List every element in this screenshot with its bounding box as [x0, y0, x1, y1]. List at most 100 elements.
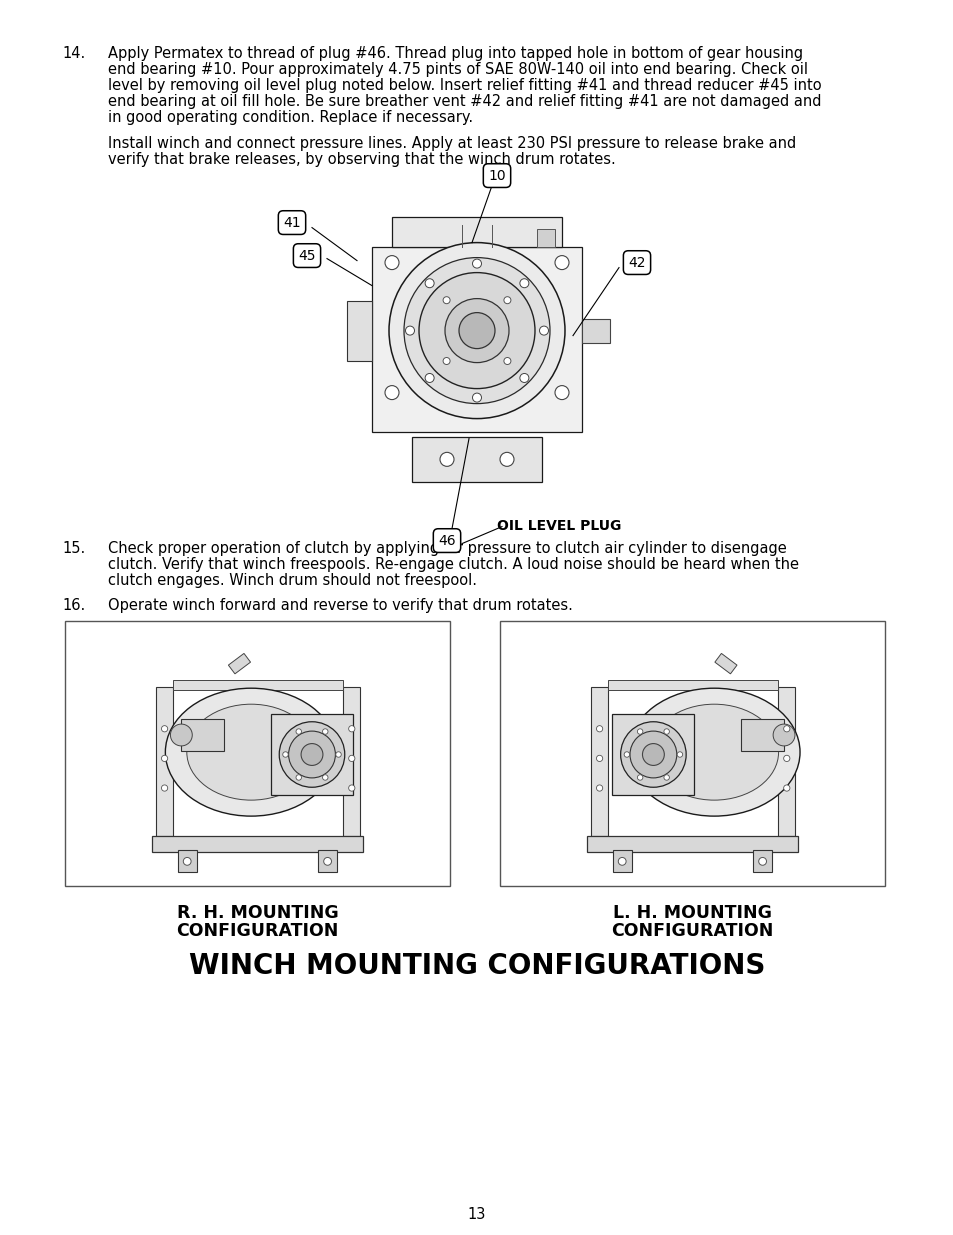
Bar	[152, 836, 362, 852]
Bar	[181, 719, 224, 751]
Circle shape	[772, 724, 794, 746]
Text: verify that brake releases, by observing that the winch drum rotates.: verify that brake releases, by observing…	[108, 152, 615, 167]
Circle shape	[323, 857, 331, 866]
Circle shape	[620, 721, 685, 787]
Text: OIL LEVEL PLUG: OIL LEVEL PLUG	[497, 519, 620, 532]
Circle shape	[472, 259, 481, 268]
Circle shape	[499, 452, 514, 467]
Text: end bearing #10. Pour approximately 4.75 pints of SAE 80W-140 oil into end beari: end bearing #10. Pour approximately 4.75…	[108, 62, 807, 77]
Bar	[753, 851, 771, 872]
Bar	[318, 851, 336, 872]
Ellipse shape	[649, 704, 778, 800]
Text: Install winch and connect pressure lines. Apply at least 230 PSI pressure to rel: Install winch and connect pressure lines…	[108, 136, 796, 151]
Text: Apply Permatex to thread of plug #46. Thread plug into tapped hole in bottom of : Apply Permatex to thread of plug #46. Th…	[108, 46, 802, 61]
Circle shape	[322, 729, 328, 735]
Circle shape	[539, 326, 548, 335]
Circle shape	[596, 785, 602, 792]
Circle shape	[663, 729, 669, 735]
Circle shape	[418, 273, 535, 389]
Circle shape	[282, 752, 288, 757]
Circle shape	[618, 857, 625, 866]
Text: CONFIGURATION: CONFIGURATION	[611, 921, 773, 940]
Bar	[537, 230, 555, 247]
Bar	[347, 300, 372, 361]
Bar	[586, 836, 797, 852]
Text: in good operating condition. Replace if necessary.: in good operating condition. Replace if …	[108, 110, 473, 125]
Circle shape	[641, 743, 663, 766]
Bar	[607, 680, 778, 690]
Circle shape	[629, 731, 676, 778]
Bar	[173, 680, 343, 690]
Circle shape	[385, 256, 398, 269]
Text: 13: 13	[467, 1207, 486, 1221]
Circle shape	[503, 296, 511, 304]
Bar	[392, 217, 561, 247]
Bar	[612, 851, 631, 872]
Text: 16.: 16.	[62, 598, 85, 614]
Circle shape	[458, 312, 495, 348]
Bar	[412, 437, 541, 483]
Ellipse shape	[165, 688, 336, 816]
FancyArrow shape	[228, 653, 251, 674]
Bar	[590, 687, 607, 836]
Circle shape	[555, 385, 568, 400]
Bar	[499, 621, 884, 885]
Text: clutch engages. Winch drum should not freespool.: clutch engages. Winch drum should not fr…	[108, 573, 477, 588]
Circle shape	[335, 752, 341, 757]
Circle shape	[677, 752, 682, 757]
Bar	[612, 714, 694, 795]
Circle shape	[442, 357, 450, 364]
Circle shape	[596, 726, 602, 732]
Circle shape	[663, 774, 669, 781]
Bar	[177, 851, 196, 872]
Bar	[156, 687, 173, 836]
Circle shape	[503, 357, 511, 364]
Circle shape	[385, 385, 398, 400]
Text: 42: 42	[628, 256, 645, 269]
Ellipse shape	[187, 704, 315, 800]
Circle shape	[637, 774, 642, 781]
Text: 14.: 14.	[62, 46, 85, 61]
Circle shape	[348, 726, 355, 732]
Text: 46: 46	[437, 534, 456, 547]
Text: 15.: 15.	[62, 541, 85, 556]
Circle shape	[758, 857, 765, 866]
Bar	[740, 719, 783, 751]
Circle shape	[322, 774, 328, 781]
Circle shape	[161, 726, 168, 732]
Circle shape	[444, 299, 509, 363]
Circle shape	[555, 256, 568, 269]
Circle shape	[348, 785, 355, 792]
Circle shape	[425, 279, 434, 288]
Circle shape	[183, 857, 191, 866]
Circle shape	[519, 279, 528, 288]
Circle shape	[442, 296, 450, 304]
Circle shape	[782, 785, 789, 792]
Circle shape	[389, 242, 564, 419]
Bar	[581, 319, 609, 342]
Bar	[343, 687, 360, 836]
Circle shape	[519, 373, 528, 383]
Text: level by removing oil level plug noted below. Insert relief fitting #41 and thre: level by removing oil level plug noted b…	[108, 78, 821, 93]
Text: 10: 10	[488, 169, 505, 183]
Text: end bearing at oil fill hole. Be sure breather vent #42 and relief fitting #41 a: end bearing at oil fill hole. Be sure br…	[108, 94, 821, 109]
Circle shape	[596, 756, 602, 762]
Circle shape	[472, 393, 481, 403]
Text: WINCH MOUNTING CONFIGURATIONS: WINCH MOUNTING CONFIGURATIONS	[189, 952, 764, 979]
Circle shape	[348, 756, 355, 762]
Bar	[778, 687, 795, 836]
Text: 41: 41	[283, 216, 300, 230]
Text: R. H. MOUNTING: R. H. MOUNTING	[176, 904, 338, 921]
Circle shape	[439, 452, 454, 467]
Circle shape	[295, 729, 301, 735]
Text: Check proper operation of clutch by applying air pressure to clutch air cylinder: Check proper operation of clutch by appl…	[108, 541, 786, 556]
Circle shape	[425, 373, 434, 383]
Circle shape	[782, 726, 789, 732]
Circle shape	[403, 258, 550, 404]
Circle shape	[295, 774, 301, 781]
Text: clutch. Verify that winch freespools. Re-engage clutch. A loud noise should be h: clutch. Verify that winch freespools. Re…	[108, 557, 799, 572]
Bar	[271, 714, 353, 795]
Circle shape	[171, 724, 193, 746]
Circle shape	[301, 743, 322, 766]
Circle shape	[637, 729, 642, 735]
